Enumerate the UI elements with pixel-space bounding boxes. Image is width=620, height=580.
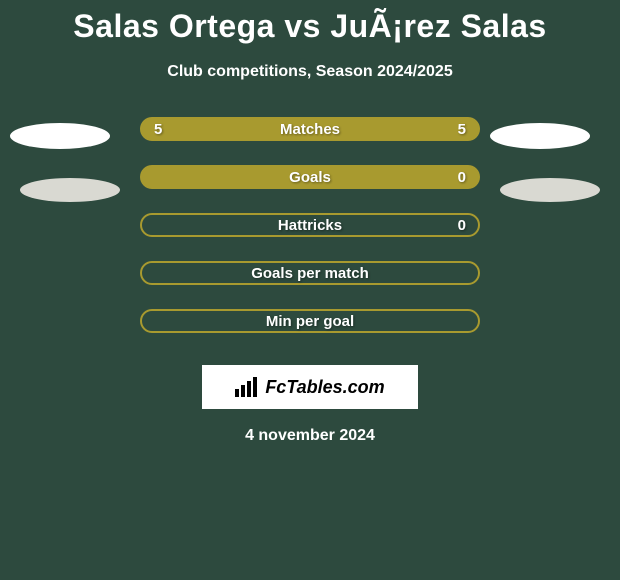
stat-label: Goals per match — [251, 265, 369, 282]
stat-bar-goals: Goals 0 — [140, 165, 480, 189]
stat-label: Goals — [289, 169, 331, 186]
comparison-title: Salas Ortega vs JuÃ¡rez Salas — [73, 8, 546, 45]
stat-bar-hattricks: Hattricks 0 — [140, 213, 480, 237]
stat-row: Goals per match — [0, 261, 620, 285]
decorative-ellipse — [500, 178, 600, 202]
stat-row: Min per goal — [0, 309, 620, 333]
stat-label: Min per goal — [266, 313, 354, 330]
stat-bar-min-per-goal: Min per goal — [140, 309, 480, 333]
fctables-logo[interactable]: FcTables.com — [202, 365, 418, 409]
stat-value-right: 0 — [458, 217, 466, 234]
logo-text: FcTables.com — [265, 377, 384, 398]
chart-bars-icon — [235, 377, 261, 397]
decorative-ellipse — [490, 123, 590, 149]
snapshot-date: 4 november 2024 — [245, 427, 375, 445]
decorative-ellipse — [10, 123, 110, 149]
stat-value-right: 5 — [458, 121, 466, 138]
stat-value-left: 5 — [154, 121, 162, 138]
decorative-ellipse — [20, 178, 120, 202]
stat-label: Hattricks — [278, 217, 342, 234]
stat-bar-goals-per-match: Goals per match — [140, 261, 480, 285]
stat-row: Hattricks 0 — [0, 213, 620, 237]
stat-label: Matches — [280, 121, 340, 138]
stat-value-right: 0 — [458, 169, 466, 186]
stat-bar-matches: 5 Matches 5 — [140, 117, 480, 141]
season-subtitle: Club competitions, Season 2024/2025 — [167, 63, 452, 81]
